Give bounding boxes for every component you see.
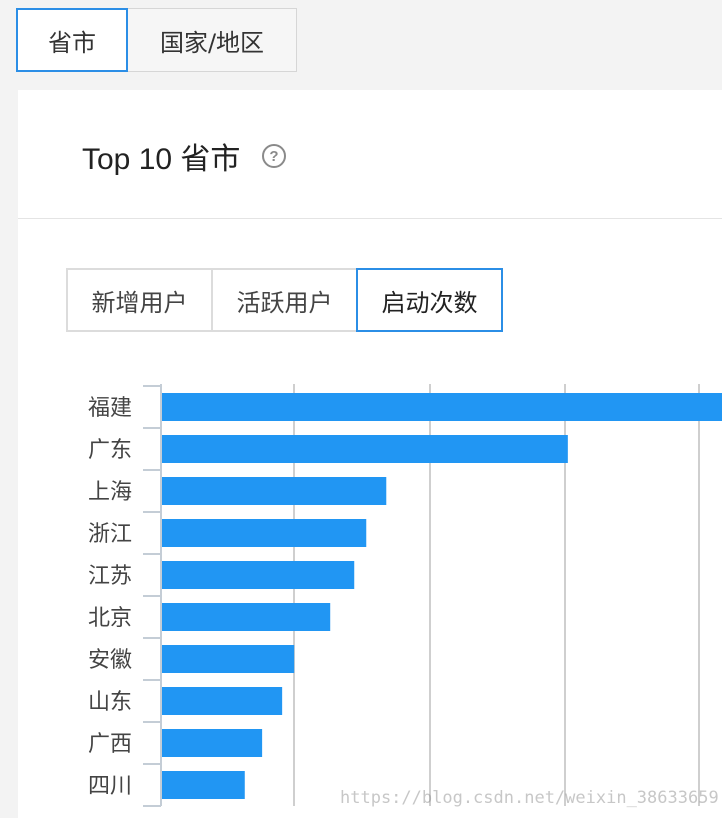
region-tabs: 省市 国家/地区 xyxy=(16,8,297,72)
bar-8[interactable] xyxy=(162,729,263,757)
bar-4[interactable] xyxy=(162,561,355,589)
bar-0[interactable] xyxy=(162,393,722,421)
tab-new-users[interactable]: 新增用户 xyxy=(66,268,213,332)
card-header: Top 10 省市 ? xyxy=(18,90,722,219)
bar-9[interactable] xyxy=(162,771,245,799)
question-circle-icon[interactable]: ? xyxy=(262,144,286,168)
card-title: Top 10 省市 xyxy=(82,143,241,176)
tab-launch-count[interactable]: 启动次数 xyxy=(356,268,503,332)
tab-province[interactable]: 省市 xyxy=(16,8,128,72)
tab-country-region[interactable]: 国家/地区 xyxy=(127,8,297,72)
metric-tabs: 新增用户 活跃用户 启动次数 xyxy=(66,268,503,332)
top10-card: Top 10 省市 ? 新增用户 活跃用户 启动次数 xyxy=(18,90,722,818)
bar-3[interactable] xyxy=(162,519,367,547)
bar-1[interactable] xyxy=(162,435,568,463)
bar-5[interactable] xyxy=(162,603,331,631)
bar-2[interactable] xyxy=(162,477,387,505)
tab-active-users[interactable]: 活跃用户 xyxy=(211,268,358,332)
watermark: https://blog.csdn.net/weixin_38633659 xyxy=(340,788,719,808)
bar-7[interactable] xyxy=(162,687,283,715)
bar-6[interactable] xyxy=(162,645,295,673)
